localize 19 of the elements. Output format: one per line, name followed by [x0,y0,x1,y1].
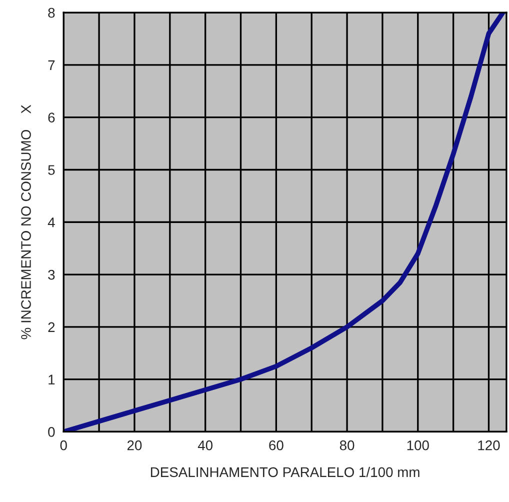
x-tick-label: 0 [60,440,67,450]
y-tick-label: 6 [48,112,55,123]
y-tick-label: 8 [48,8,55,18]
x-tick-label: 120 [478,440,500,450]
x-tick-label: 100 [407,440,429,450]
x-tick-label: 20 [127,440,142,450]
x-tick-label: 80 [340,440,354,450]
x-tick-label: 60 [269,440,284,450]
line-series [64,12,506,432]
y-tick-label: 4 [48,218,55,228]
y-tick-label: 0 [48,427,55,437]
y-tick-label: 1 [48,374,55,384]
y-axis-title: % INCREMENTO NO CONSUMO X [21,104,31,340]
x-axis-title: DESALINHAMENTO PARALELO 1/100 mm [150,466,420,478]
y-tick-label: 5 [48,165,55,175]
y-tick-label: 7 [48,60,55,70]
x-tick-label: 40 [198,440,213,450]
y-tick-label: 3 [48,270,55,280]
y-tick-label: 2 [48,322,55,332]
